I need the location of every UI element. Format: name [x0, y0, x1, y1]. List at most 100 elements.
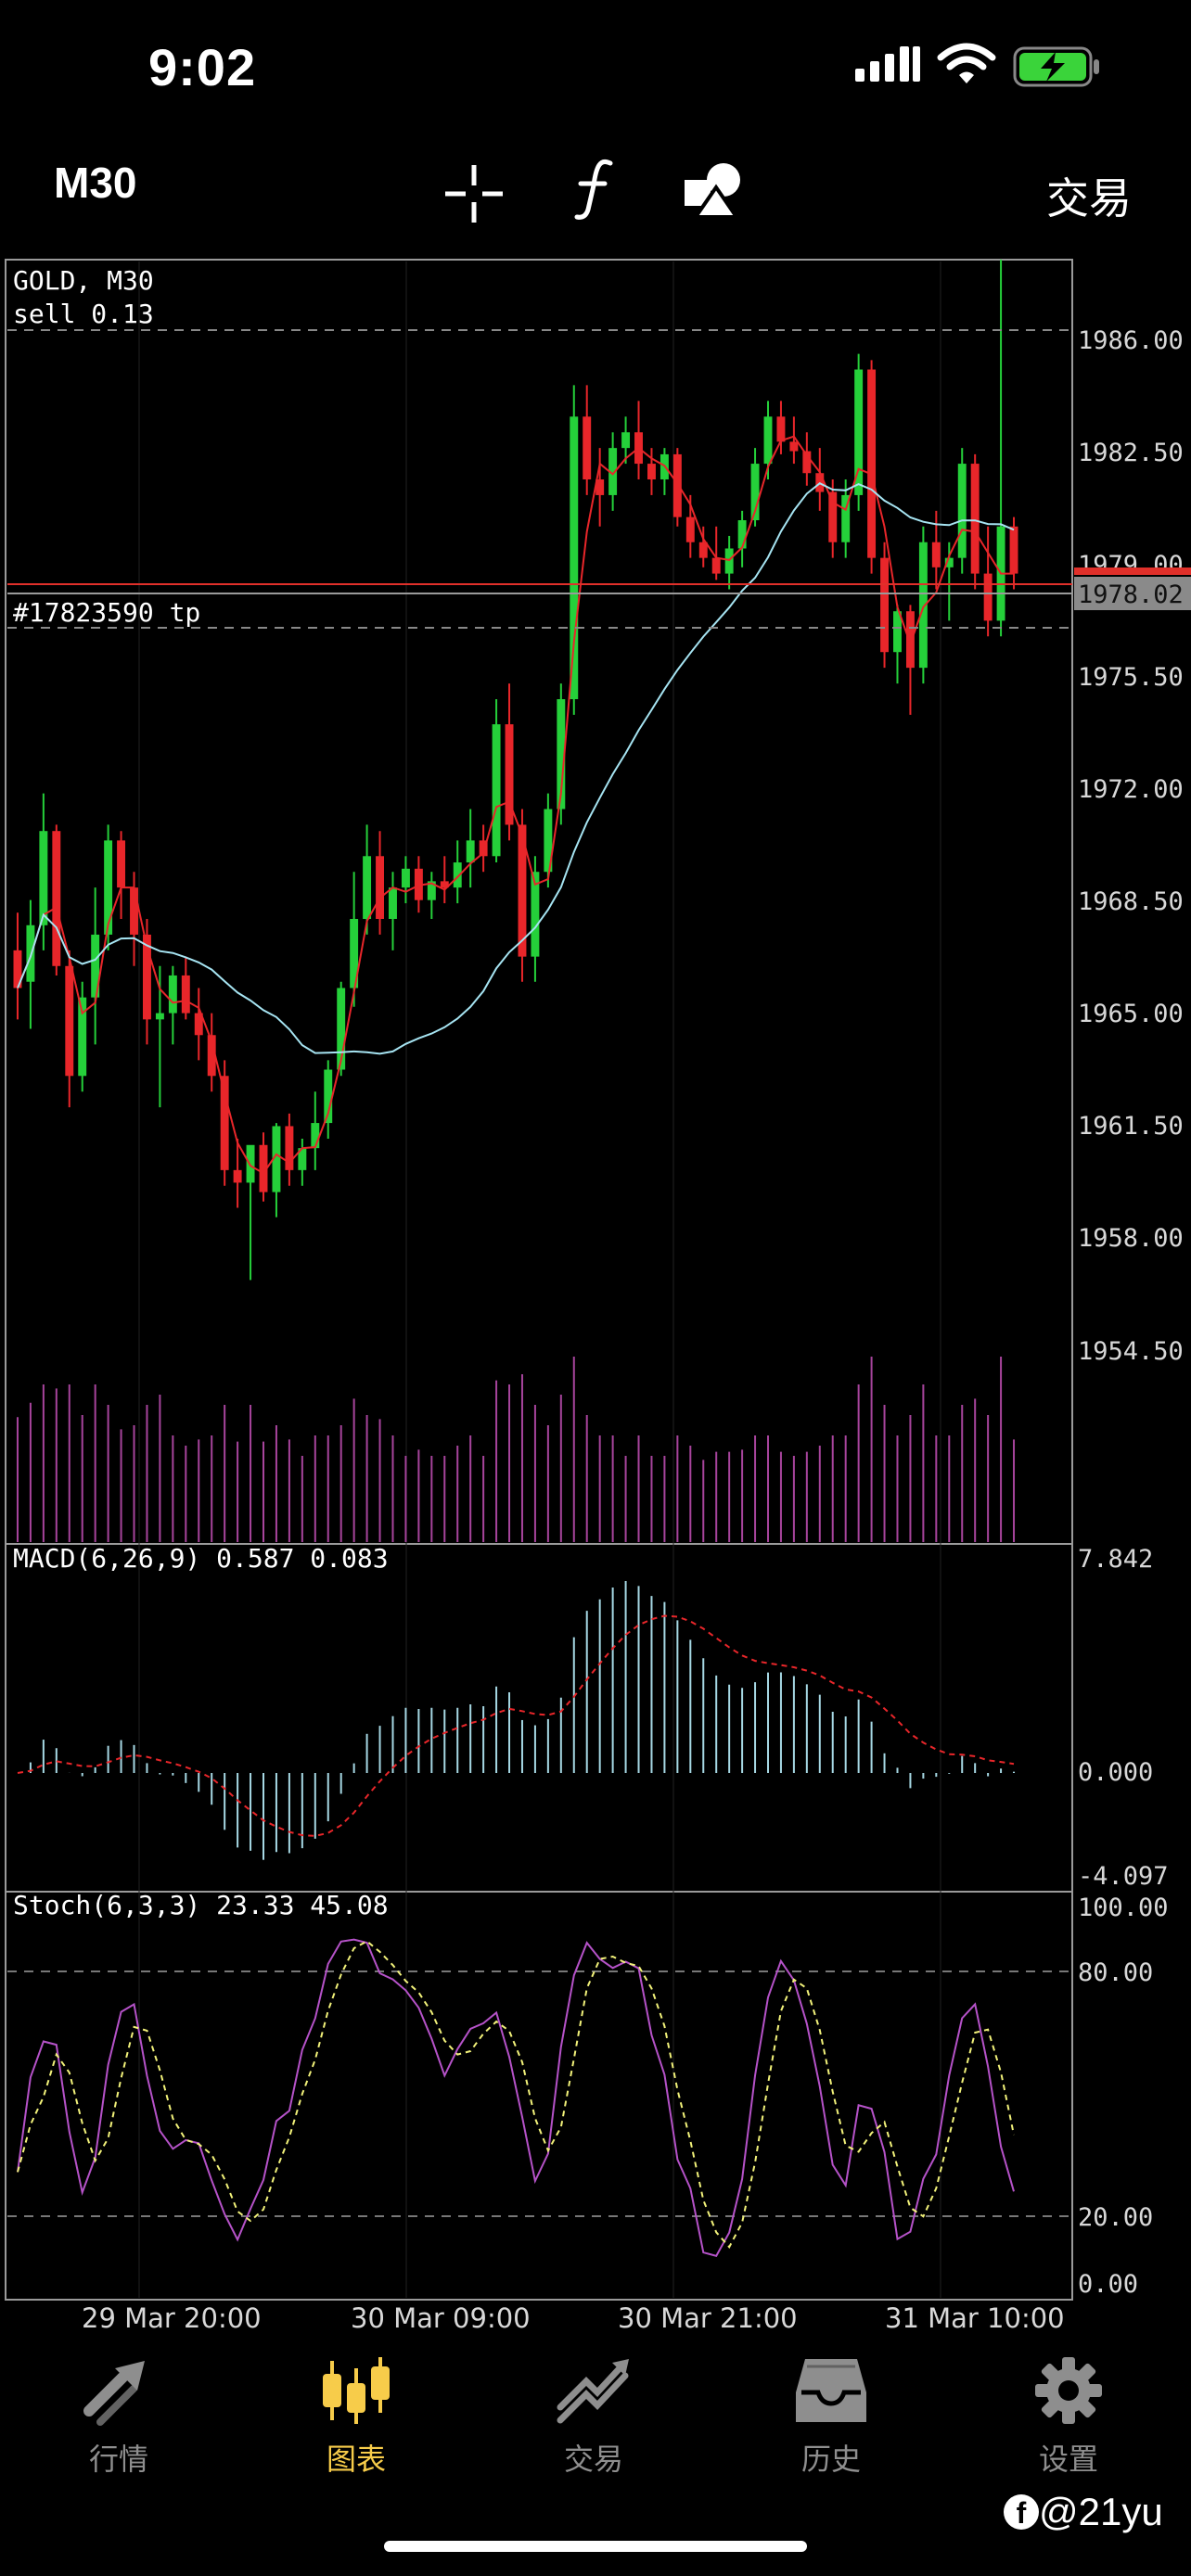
objects-shapes-icon[interactable] — [683, 161, 744, 219]
bull-candle — [453, 862, 462, 888]
bear-candle — [52, 831, 61, 966]
bear-candle — [698, 542, 708, 558]
quotes-arrows-icon — [83, 2361, 145, 2426]
facebook-icon: f — [1004, 2493, 1039, 2530]
bear-candle — [505, 724, 514, 825]
bear-candle — [905, 611, 915, 669]
bear-candle — [776, 416, 786, 442]
stoch-tick: 0.00 — [1078, 2270, 1138, 2299]
bull-candle — [324, 1069, 333, 1124]
tab-settings[interactable]: 设置 — [976, 2355, 1161, 2479]
cellular-signal-icon — [855, 46, 920, 82]
macd-indicator — [17, 1580, 1016, 1860]
bull-candle — [39, 831, 48, 925]
time-label: 30 Mar 21:00 — [618, 2302, 798, 2334]
price-tick: 1954.50 — [1078, 1337, 1184, 1366]
macd-tick: 0.000 — [1078, 1758, 1153, 1787]
bear-candle — [142, 934, 151, 1020]
time-label: 30 Mar 09:00 — [351, 2302, 531, 2334]
ma-slow-line — [17, 482, 1015, 1055]
bull-candle — [893, 611, 902, 653]
current-price: 1978.02 — [1078, 580, 1184, 609]
bull-candle — [466, 840, 475, 863]
bear-candle — [285, 1126, 294, 1170]
watermark: f @21yu — [1004, 2487, 1163, 2534]
bull-candle — [155, 1013, 164, 1020]
grid-lines — [7, 261, 1072, 2298]
bear-candle — [802, 451, 812, 474]
tab-history[interactable]: 历史 — [738, 2355, 924, 2479]
bear-candle — [983, 573, 992, 621]
bear-candle — [376, 856, 385, 919]
bull-candle — [91, 934, 100, 998]
bull-candle — [957, 464, 967, 558]
bear-candle — [414, 868, 423, 900]
bull-candle — [104, 840, 113, 935]
macd-label: MACD(6,26,9) 0.587 0.083 — [13, 1543, 389, 1574]
macd-signal-line — [17, 1614, 1015, 1837]
bear-candle — [647, 464, 656, 479]
bear-candle — [596, 479, 605, 495]
bear-candle — [440, 881, 449, 888]
macd-frame — [5, 1543, 1073, 1893]
symbol-label: GOLD, M30 — [13, 265, 154, 296]
stoch-tick: 80.00 — [1078, 1958, 1153, 1987]
price-tick: 1982.50 — [1078, 439, 1184, 467]
bear-candle — [130, 887, 138, 935]
bear-candle — [789, 441, 799, 452]
wifi-icon — [937, 43, 996, 83]
bull-candle — [492, 724, 501, 857]
bear-candle — [259, 1144, 268, 1192]
tab-chart[interactable]: 图表 — [263, 2355, 449, 2479]
bear-candle — [583, 416, 592, 479]
bear-candle — [220, 1076, 229, 1170]
tab-trade[interactable]: 交易 — [501, 2355, 686, 2479]
bear-candle — [672, 453, 682, 517]
trade-trend-icon — [557, 2359, 629, 2424]
gear-icon — [1035, 2357, 1102, 2424]
order-label: sell 0.13 — [13, 299, 154, 329]
battery-charging-icon — [1013, 46, 1099, 87]
crosshair-icon[interactable] — [443, 163, 505, 224]
bear-candle — [518, 824, 527, 957]
candlestick-icon — [323, 2357, 390, 2424]
tab-label: 历史 — [800, 2442, 861, 2476]
time-label: 29 Mar 20:00 — [82, 2302, 262, 2334]
macd-tick: 7.842 — [1078, 1545, 1153, 1574]
tab-label: 设置 — [1038, 2442, 1098, 2476]
bear-candle — [117, 840, 126, 888]
volume-bars — [16, 1357, 1016, 1542]
ma-fast-line — [17, 435, 1014, 1175]
stoch-tick: 100.00 — [1078, 1894, 1169, 1922]
bull-candle — [750, 464, 760, 521]
bull-candle — [78, 997, 87, 1077]
candlesticks — [13, 260, 1018, 1281]
bull-candle — [944, 557, 954, 567]
trade-button[interactable]: 交易 — [1046, 174, 1132, 223]
tab-label: 图表 — [326, 2442, 386, 2476]
price-tick: 1975.50 — [1078, 663, 1184, 692]
price-tick: 1968.50 — [1078, 887, 1184, 916]
bull-candle — [841, 494, 851, 542]
bull-candle — [918, 542, 928, 669]
bull-candle — [621, 432, 631, 449]
bear-candle — [828, 491, 838, 542]
stoch-label: Stoch(6,3,3) 23.33 45.08 — [13, 1890, 389, 1920]
bear-candle — [13, 950, 22, 988]
price-tick: 1972.00 — [1078, 775, 1184, 804]
bear-candle — [970, 464, 980, 574]
bear-candle — [194, 1013, 203, 1036]
home-indicator — [384, 2541, 807, 2552]
timeframe-button[interactable]: M30 — [54, 159, 137, 207]
tab-label: 行情 — [88, 2442, 148, 2476]
price-chart[interactable]: GOLD, M30 sell 0.13 #17823590 tp MACD(6,… — [0, 0, 1191, 2337]
watermark-text: @21yu — [1039, 2489, 1163, 2533]
bear-candle — [207, 1035, 216, 1077]
indicator-f-icon[interactable] — [570, 158, 616, 223]
bear-candle — [880, 557, 890, 653]
bear-candle — [1009, 526, 1018, 574]
bull-candle — [298, 1148, 307, 1170]
bull-candle — [168, 975, 177, 1014]
tab-quotes[interactable]: 行情 — [26, 2355, 211, 2479]
bull-candle — [389, 887, 397, 919]
